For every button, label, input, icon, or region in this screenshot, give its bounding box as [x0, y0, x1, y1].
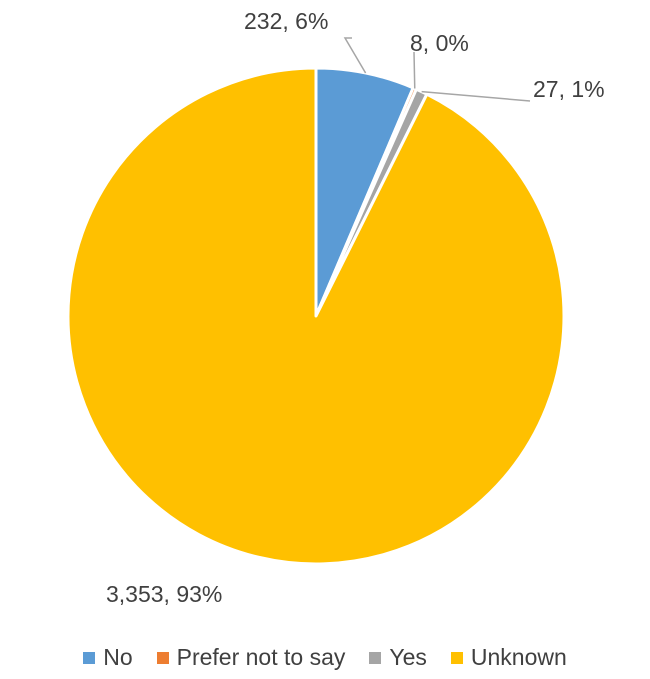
pie-slice-unknown — [66, 66, 566, 566]
chart-legend: No Prefer not to say Yes Unknown — [0, 644, 650, 671]
legend-item-prefer-not-to-say: Prefer not to say — [156, 644, 346, 671]
legend-swatch-yes — [369, 651, 382, 664]
legend-label-no: No — [103, 644, 133, 670]
legend-swatch-no — [83, 651, 96, 664]
leader-line-yes — [421, 90, 531, 102]
data-labels: 232, 6% 8, 0% 27, 1% 3,353, 93% — [106, 8, 605, 607]
leader-line-no — [343, 37, 367, 74]
data-label-unknown: 3,353, 93% — [106, 581, 222, 607]
data-label-no: 232, 6% — [244, 8, 328, 34]
pie-slices — [66, 66, 566, 566]
leader-line-prefer-not-to-say — [413, 51, 416, 89]
legend-swatch-unknown — [450, 651, 463, 664]
legend-label-yes: Yes — [389, 644, 427, 670]
data-label-yes: 27, 1% — [533, 76, 605, 102]
legend-item-yes: Yes — [369, 644, 427, 671]
legend-swatch-prefer-not-to-say — [156, 651, 169, 664]
legend-item-unknown: Unknown — [450, 644, 567, 671]
leader-lines — [343, 37, 531, 102]
data-label-prefer-not-to-say: 8, 0% — [410, 30, 469, 56]
legend-label-unknown: Unknown — [470, 644, 567, 670]
legend-item-no: No — [83, 644, 133, 671]
legend-label-prefer-not-to-say: Prefer not to say — [176, 644, 346, 670]
